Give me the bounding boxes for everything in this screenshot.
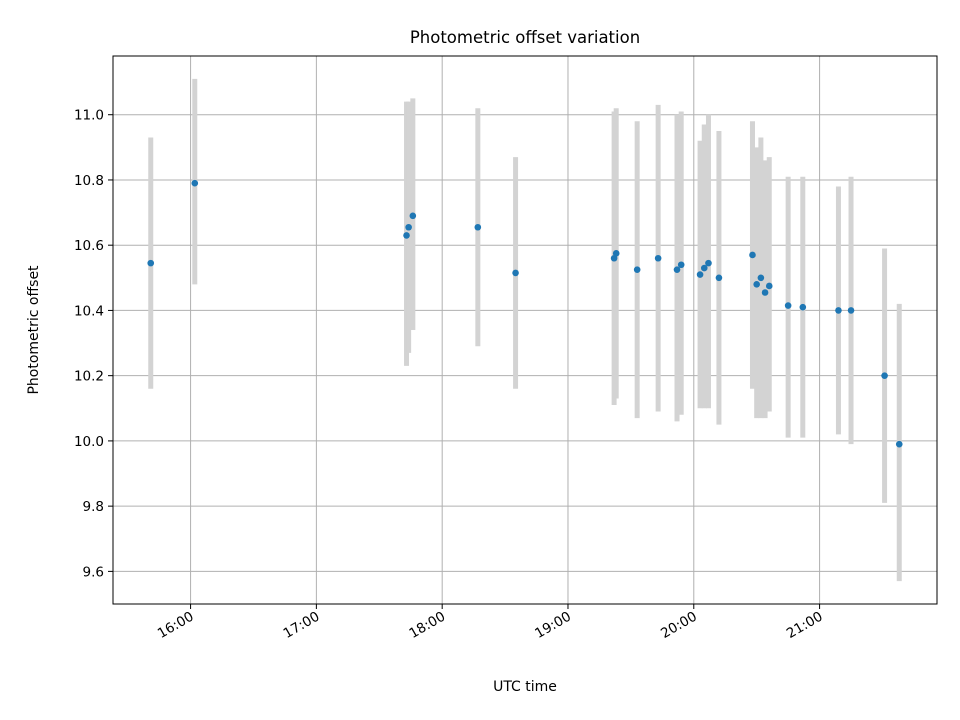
x-tick-label: 19:00	[532, 609, 574, 642]
data-point	[753, 281, 760, 288]
x-axis: 16:00 17:00 18:00 19:00 20:00 21:00	[155, 604, 826, 642]
data-point	[835, 307, 842, 314]
y-tick-label: 9.6	[83, 564, 104, 580]
y-axis-label: Photometric offset	[26, 265, 42, 395]
data-point	[405, 223, 412, 231]
y-tick-label: 10.2	[74, 369, 104, 385]
data-point	[700, 264, 708, 272]
data-points	[147, 179, 903, 448]
data-point	[705, 259, 712, 267]
data-point	[147, 259, 155, 267]
data-point	[677, 261, 685, 269]
data-point	[784, 302, 792, 309]
x-tick-label: 20:00	[658, 609, 700, 642]
data-point	[612, 250, 620, 257]
data-point	[403, 232, 410, 239]
y-tick-label: 10.4	[74, 303, 104, 319]
x-tick-label: 21:00	[784, 609, 826, 642]
data-point	[673, 266, 681, 273]
data-point	[847, 307, 855, 314]
data-point	[799, 303, 807, 311]
data-point	[749, 251, 756, 259]
data-point	[761, 289, 769, 296]
data-point	[191, 179, 199, 187]
data-point	[895, 440, 903, 448]
data-point	[881, 372, 888, 379]
y-tick-label: 10.8	[74, 173, 104, 189]
y-axis: 9.6 9.8 10.0 10.2 10.4 10.6 10.8 11.0	[74, 108, 113, 580]
grid	[113, 56, 937, 604]
data-point	[696, 271, 704, 278]
data-point	[409, 212, 417, 220]
y-tick-label: 10.6	[74, 238, 104, 254]
y-tick-label: 9.8	[83, 499, 104, 515]
data-point	[757, 274, 765, 282]
x-tick-label: 17:00	[281, 609, 323, 642]
x-tick-label: 18:00	[406, 609, 448, 642]
data-point	[715, 274, 723, 282]
plot-frame	[112, 55, 938, 605]
data-point	[633, 266, 641, 273]
data-point	[654, 254, 662, 262]
x-axis-label: UTC time	[493, 679, 557, 695]
x-tick-label: 16:00	[155, 609, 197, 642]
y-tick-label: 10.0	[74, 434, 104, 450]
data-point	[765, 282, 773, 290]
y-tick-label: 11.0	[74, 108, 104, 124]
data-point	[474, 223, 482, 231]
data-point	[512, 269, 519, 277]
chart-title: Photometric offset variation	[410, 28, 640, 47]
